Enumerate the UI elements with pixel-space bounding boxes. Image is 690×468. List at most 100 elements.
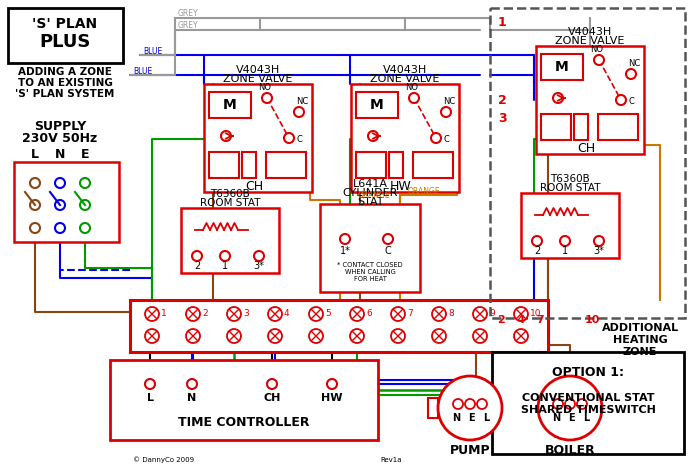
Text: 2: 2 (194, 261, 200, 271)
Text: NC: NC (296, 97, 308, 107)
Text: GREY: GREY (178, 9, 199, 19)
Circle shape (514, 307, 528, 321)
Bar (209, 92, 251, 118)
Circle shape (594, 236, 604, 246)
Text: 1*: 1* (339, 246, 351, 256)
Text: 6: 6 (366, 309, 372, 319)
Text: N: N (55, 148, 65, 161)
Text: M: M (223, 98, 237, 112)
Text: NO: NO (259, 83, 271, 93)
Text: 1: 1 (161, 309, 167, 319)
Bar (541, 54, 583, 80)
Text: N: N (452, 413, 460, 423)
Circle shape (553, 399, 563, 409)
Text: 2: 2 (534, 246, 540, 256)
Text: L641A: L641A (353, 179, 388, 189)
Text: ADDITIONAL
HEATING
ZONE: ADDITIONAL HEATING ZONE (602, 323, 678, 357)
Bar (413, 152, 453, 178)
Text: CH: CH (577, 141, 595, 154)
Circle shape (220, 251, 230, 261)
Bar (356, 152, 386, 178)
Circle shape (30, 200, 40, 210)
Circle shape (187, 379, 197, 389)
Bar (574, 114, 588, 140)
Bar (320, 204, 420, 292)
Circle shape (383, 234, 393, 244)
Text: TO AN EXISTING: TO AN EXISTING (17, 78, 112, 88)
Text: CONVENTIONAL STAT
SHARED TIMESWITCH: CONVENTIONAL STAT SHARED TIMESWITCH (520, 393, 656, 415)
Circle shape (441, 107, 451, 117)
Text: ORANGE: ORANGE (358, 190, 391, 199)
Circle shape (267, 379, 277, 389)
Circle shape (616, 95, 626, 105)
Text: PLUS: PLUS (39, 33, 90, 51)
Circle shape (30, 223, 40, 233)
Text: 3: 3 (498, 111, 506, 124)
Circle shape (626, 69, 636, 79)
Text: 10: 10 (585, 315, 600, 325)
Text: OPTION 1:: OPTION 1: (552, 366, 624, 379)
Circle shape (553, 93, 563, 103)
Text: ROOM STAT: ROOM STAT (199, 198, 260, 208)
Circle shape (55, 200, 65, 210)
Text: TIME CONTROLLER: TIME CONTROLLER (178, 416, 310, 429)
Text: 1: 1 (498, 15, 506, 29)
Text: STAT: STAT (357, 197, 383, 207)
Circle shape (221, 131, 231, 141)
Text: © DannyCo 2009: © DannyCo 2009 (133, 457, 194, 463)
Bar (242, 152, 256, 178)
Text: V4043H: V4043H (236, 65, 280, 75)
Bar (502, 398, 512, 418)
Text: HW: HW (322, 393, 343, 403)
Text: 2: 2 (202, 309, 208, 319)
Bar (266, 152, 306, 178)
Circle shape (560, 236, 570, 246)
Text: NO: NO (591, 45, 604, 54)
Circle shape (477, 399, 487, 409)
Text: 7: 7 (407, 309, 413, 319)
Circle shape (268, 329, 282, 343)
Circle shape (432, 307, 446, 321)
Text: C: C (296, 134, 302, 144)
Text: 9: 9 (489, 309, 495, 319)
Text: 8: 8 (448, 309, 454, 319)
Text: Rev1a: Rev1a (380, 457, 402, 463)
Circle shape (409, 93, 419, 103)
Text: CH: CH (264, 393, 281, 403)
Text: ROOM STAT: ROOM STAT (540, 183, 600, 193)
Circle shape (262, 93, 272, 103)
Text: 2   4   7: 2 4 7 (498, 315, 544, 325)
Text: 10: 10 (530, 309, 542, 319)
Circle shape (594, 55, 604, 65)
Text: C: C (384, 246, 391, 256)
Circle shape (391, 307, 405, 321)
Text: CYLINDER: CYLINDER (342, 188, 397, 198)
Text: 3*: 3* (593, 246, 604, 256)
Text: L: L (146, 393, 153, 403)
Bar (541, 114, 571, 140)
Circle shape (368, 131, 378, 141)
Circle shape (55, 178, 65, 188)
Text: V4043H: V4043H (568, 27, 612, 37)
Circle shape (473, 329, 487, 343)
Circle shape (350, 307, 364, 321)
Text: L: L (583, 413, 589, 423)
Text: 3: 3 (243, 309, 249, 319)
Text: L: L (31, 148, 39, 161)
Text: NC: NC (628, 59, 640, 68)
Circle shape (473, 307, 487, 321)
Bar (521, 193, 619, 258)
Bar (389, 152, 403, 178)
Circle shape (80, 223, 90, 233)
Text: BLUE: BLUE (133, 66, 152, 75)
Text: M: M (555, 60, 569, 74)
Bar (428, 398, 438, 418)
Text: N: N (188, 393, 197, 403)
Circle shape (453, 399, 463, 409)
Circle shape (55, 223, 65, 233)
Text: GREY: GREY (178, 22, 199, 30)
Text: 1: 1 (222, 261, 228, 271)
Text: ZONE VALVE: ZONE VALVE (555, 36, 624, 46)
Circle shape (186, 329, 200, 343)
Circle shape (432, 329, 446, 343)
